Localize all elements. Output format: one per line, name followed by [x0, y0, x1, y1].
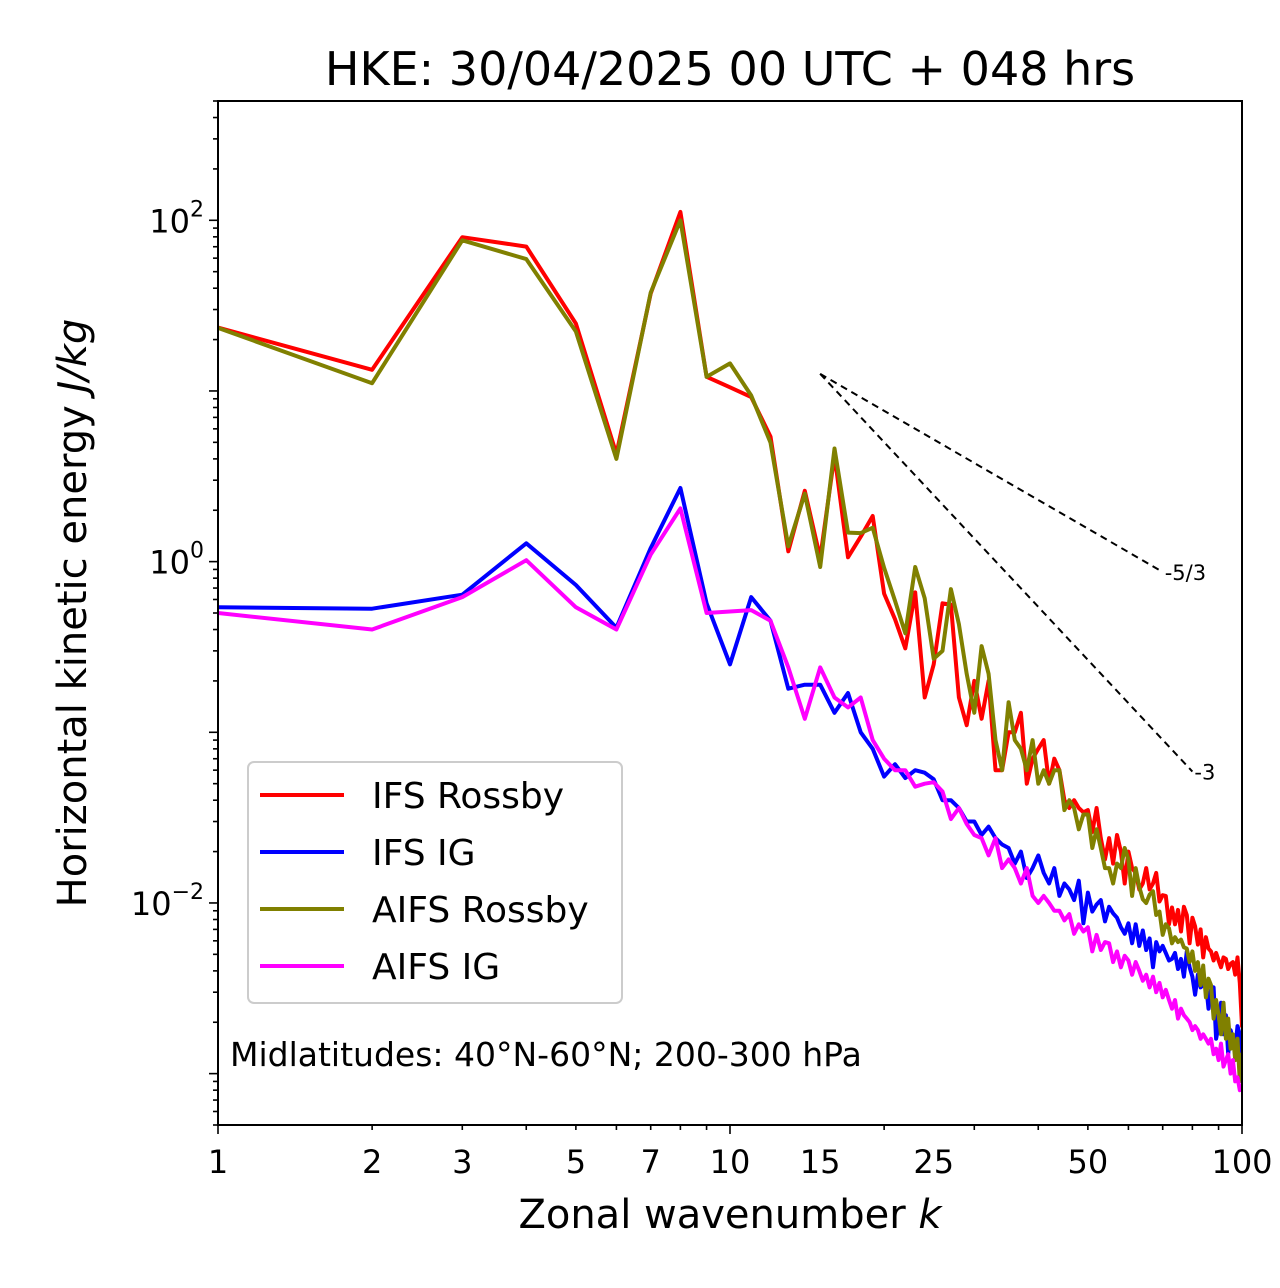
- legend-label-0: IFS Rossby: [372, 776, 564, 817]
- x-tick-label: 5: [566, 1143, 586, 1181]
- x-tick-label: 7: [641, 1143, 661, 1181]
- x-tick-label: 15: [800, 1143, 841, 1181]
- region-annotation: Midlatitudes: 40°N-60°N; 200-300 hPa: [230, 1035, 862, 1074]
- y-tick-labels: 10−2 100 102: [131, 197, 204, 923]
- y-tick-label: 10−2: [131, 880, 204, 923]
- plot-area: [218, 209, 1242, 1093]
- x-tick-label: 1: [208, 1143, 228, 1181]
- x-tick-labels: 1 2 3 5 7 10 15 25 50 100: [208, 1143, 1273, 1181]
- x-tick-label: 25: [913, 1143, 954, 1181]
- x-tick-label: 100: [1211, 1143, 1272, 1181]
- x-axis-label: Zonal wavenumber k: [518, 1192, 943, 1238]
- legend: IFS Rossby IFS IG AIFS Rossby AIFS IG: [247, 761, 623, 1004]
- reference-line-0: [819, 372, 1164, 573]
- reference-line-label-1: -3: [1194, 761, 1215, 785]
- series-line-3: [218, 506, 1242, 1093]
- x-tick-label: 10: [710, 1143, 751, 1181]
- legend-label-3: AIFS IG: [372, 947, 500, 988]
- y-tick-label: 100: [149, 539, 204, 582]
- reference-slopes: -5/3 -3: [819, 372, 1215, 785]
- series-line-2: [218, 218, 1242, 1084]
- axis-ticks: [209, 100, 1243, 1134]
- legend-label-1: IFS IG: [372, 833, 476, 874]
- reference-line-label-0: -5/3: [1165, 561, 1206, 585]
- x-tick-label: 2: [362, 1143, 382, 1181]
- chart-title: HKE: 30/04/2025 00 UTC + 048 hrs: [325, 42, 1135, 96]
- y-axis-label: Horizontal kinetic energy J/kg: [50, 319, 96, 908]
- x-tick-label: 50: [1068, 1143, 1109, 1181]
- legend-label-2: AIFS Rossby: [372, 890, 589, 931]
- legend-box: [247, 761, 623, 1004]
- reference-line-1: [819, 373, 1194, 773]
- y-tick-label: 102: [149, 197, 204, 240]
- x-tick-label: 3: [452, 1143, 472, 1181]
